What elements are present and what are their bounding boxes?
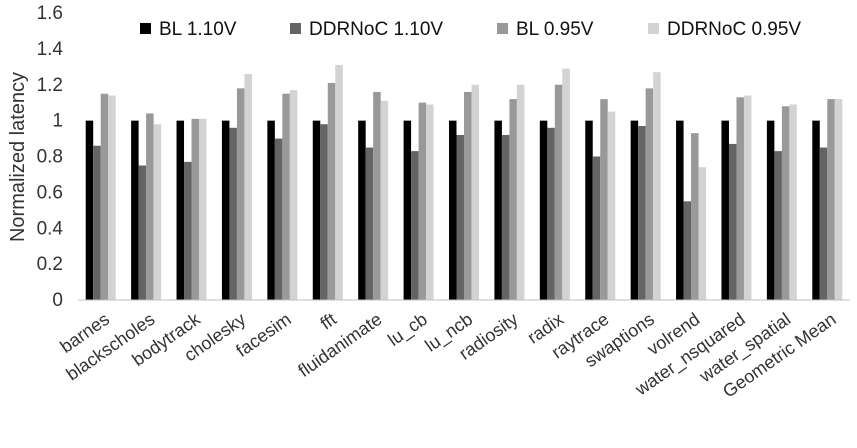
bar-water_nsquared-series-0 [721,120,729,301]
legend: BL 1.10V DDRNoC 1.10V BL 0.95V DDRNoC 0.95V [140,19,801,40]
bar-swaptions-series-0 [630,120,639,301]
bar-cholesky-series-1 [229,127,237,300]
bar-fluidanimate-series-1 [365,147,374,300]
bar-lu_cb-series-0 [403,120,412,301]
bar-barnes-series-0 [85,120,94,301]
y-tick-label: 1.6 [37,3,63,24]
bar-water_spatial-series-3 [789,104,797,300]
legend-swatch [140,23,151,34]
bar-blackscholes-series-2 [146,113,154,300]
y-tick-label: 0 [52,290,63,311]
bar-facesim-series-3 [289,90,298,300]
bar-lu_ncb-series-3 [471,84,479,300]
bar-barnes-series-2 [100,93,109,300]
bar-cholesky-series-0 [221,120,230,301]
bar-facesim-series-0 [267,120,275,301]
legend-label: DDRNoC 0.95V [667,19,801,40]
x-tick-label: fluidanimate [294,309,385,381]
bar-radiosity-series-1 [501,134,510,300]
bar-blackscholes-series-1 [138,165,147,300]
bar-barnes-series-3 [108,95,116,300]
bar-fluidanimate-series-3 [380,100,389,300]
legend-swatch [648,23,659,34]
bar-fluidanimate-series-0 [358,120,366,301]
bar-fft-series-2 [327,82,336,301]
bar-facesim-series-2 [282,93,290,300]
bar-raytrace-series-1 [592,156,601,300]
y-tick-label: 1.4 [37,39,64,60]
bar-lu_ncb-series-1 [456,134,464,300]
bar-volrend-series-1 [683,201,692,300]
legend-swatch [497,23,508,34]
bar-water_nsquared-series-2 [736,97,744,300]
y-axis-title: Normalized latency [7,72,29,242]
bar-fft-series-1 [320,124,328,301]
bar-geometric-mean-series-3 [834,99,843,300]
x-axis: barnesblackscholesbodytrackcholeskyfaces… [56,299,850,402]
bar-swaptions-series-1 [638,126,646,300]
bar-volrend-series-2 [691,133,699,300]
bar-blackscholes-series-3 [153,124,162,301]
legend-swatch [290,23,301,34]
bar-bodytrack-series-3 [199,118,207,300]
legend-label: BL 0.95V [516,19,594,40]
bar-lu_cb-series-1 [411,151,419,300]
bar-radiosity-series-3 [516,84,525,300]
bar-raytrace-series-2 [600,99,608,300]
bar-lu_cb-series-3 [426,104,434,300]
bar-lu_ncb-series-0 [449,120,457,301]
legend-item: DDRNoC 0.95V [648,19,801,40]
bar-water_nsquared-series-1 [728,143,737,300]
bar-facesim-series-1 [274,138,283,300]
bar-radix-series-2 [554,84,563,300]
bar-volrend-series-0 [676,120,684,301]
legend-label: DDRNoC 1.10V [309,19,443,40]
bar-bodytrack-series-2 [191,118,200,300]
bar-geometric-mean-series-0 [812,120,820,301]
x-tick-label: fft [317,309,341,334]
y-tick-label: 0.4 [37,218,64,239]
bar-volrend-series-3 [698,167,707,300]
bars [85,65,843,301]
bar-radix-series-1 [547,127,555,300]
bar-raytrace-series-3 [607,111,616,300]
bar-water_spatial-series-2 [781,106,790,301]
y-axis: 0 0.2 0.4 0.6 0.8 1 1.2 1.4 1.6 [37,3,64,311]
bar-cholesky-series-2 [236,88,245,300]
bar-swaptions-series-3 [653,72,661,300]
bar-radiosity-series-2 [509,99,517,300]
bar-radiosity-series-0 [494,120,502,301]
bar-fft-series-0 [312,120,321,301]
bar-lu_cb-series-2 [418,102,427,300]
bar-fluidanimate-series-2 [373,91,381,301]
bar-water_spatial-series-1 [774,151,782,300]
bar-lu_ncb-series-2 [464,91,472,301]
legend-label: BL 1.10V [159,19,237,40]
bar-cholesky-series-3 [244,73,252,301]
y-tick-label: 1 [52,111,63,132]
bar-bodytrack-series-0 [176,120,185,301]
bar-water_nsquared-series-3 [743,95,752,300]
bar-water_spatial-series-0 [766,120,775,301]
bar-fft-series-3 [335,65,343,301]
legend-item: BL 1.10V [140,19,237,40]
bar-swaptions-series-2 [645,88,654,300]
y-tick-label: 1.2 [37,75,63,96]
legend-item: BL 0.95V [497,19,594,40]
bar-bodytrack-series-1 [184,161,192,300]
bar-radix-series-0 [539,120,548,301]
bar-geometric-mean-series-2 [827,99,835,300]
bar-barnes-series-1 [93,145,101,300]
y-tick-label: 0.2 [37,254,63,275]
y-tick-label: 0.8 [37,147,63,168]
bar-radix-series-3 [562,68,570,300]
y-tick-label: 0.6 [37,182,63,203]
legend-item: DDRNoC 1.10V [290,19,443,40]
bar-blackscholes-series-0 [131,120,139,301]
bar-raytrace-series-0 [585,120,593,301]
bar-geometric-mean-series-1 [819,147,828,300]
